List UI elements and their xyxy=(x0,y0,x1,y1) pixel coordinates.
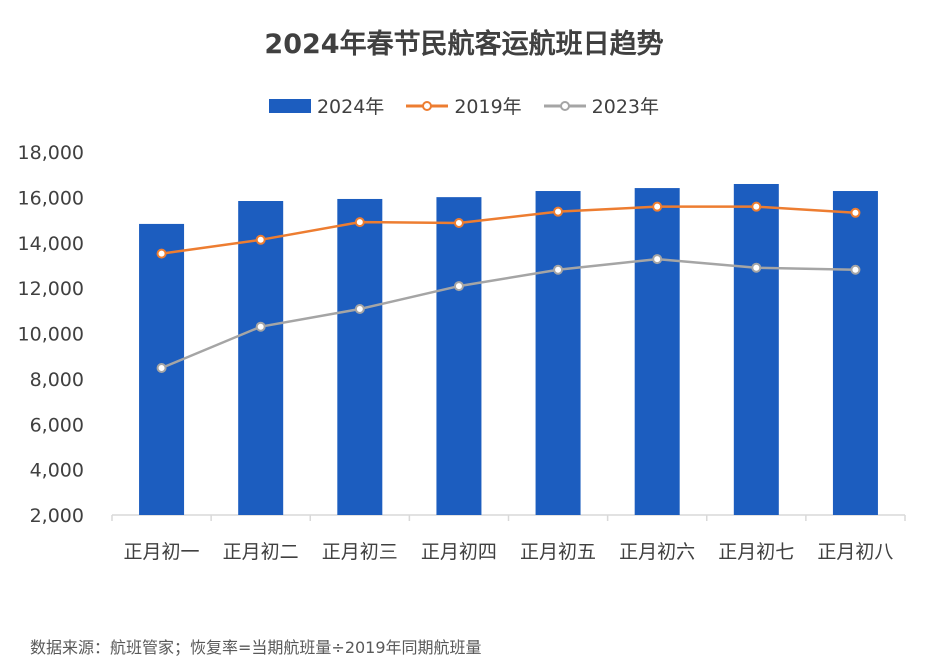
x-tick-label: 正月初四 xyxy=(421,541,497,563)
x-tick-label: 正月初五 xyxy=(520,541,596,563)
x-tick-label: 正月初八 xyxy=(817,541,893,563)
y-tick-label: 4,000 xyxy=(30,460,84,482)
legend: 2024年 2019年 2023年 xyxy=(0,92,928,119)
point-2019年-0 xyxy=(156,248,167,259)
bar-2024年-4 xyxy=(535,191,581,515)
y-tick-label: 14,000 xyxy=(18,233,84,255)
bar-2024年-5 xyxy=(634,188,680,515)
point-2019年-4 xyxy=(553,206,564,217)
point-2023年-6 xyxy=(751,262,762,273)
bar-2024年-7 xyxy=(832,191,878,515)
legend-label: 2023年 xyxy=(591,96,660,118)
legend-label: 2019年 xyxy=(454,96,522,118)
point-2023年-7 xyxy=(850,264,861,275)
chart-title: 2024年春节民航客运航班日趋势 xyxy=(264,29,664,60)
y-tick-label: 2,000 xyxy=(30,505,84,527)
y-tick-label: 8,000 xyxy=(30,369,84,391)
line-2019年 xyxy=(161,205,856,255)
y-tick-label: 18,000 xyxy=(18,142,84,164)
source-note: 数据来源：航班管家；恢复率=当期航班量÷2019年同期航班量 xyxy=(30,638,482,657)
point-2019年-3 xyxy=(453,218,464,229)
point-2023年-0 xyxy=(156,362,167,373)
point-2019年-6 xyxy=(751,201,762,212)
point-2019年-1 xyxy=(255,234,266,245)
legend-bar-swatch xyxy=(268,98,311,113)
point-2019年-2 xyxy=(354,217,365,228)
legend-item-2024: 2024年 xyxy=(268,92,385,119)
y-tick-label: 16,000 xyxy=(18,187,84,209)
x-tick-label: 正月初六 xyxy=(619,541,695,563)
legend-line-swatch xyxy=(543,100,586,111)
y-tick-label: 10,000 xyxy=(18,324,84,346)
point-2023年-4 xyxy=(553,264,564,275)
point-2019年-5 xyxy=(652,201,663,212)
x-tick-label: 正月初二 xyxy=(223,541,299,563)
x-tick-label: 正月初一 xyxy=(124,541,200,563)
bar-2024年-6 xyxy=(733,183,779,515)
legend-line-swatch xyxy=(406,100,449,111)
point-2023年-2 xyxy=(354,303,365,314)
bar-2024年-1 xyxy=(238,201,284,515)
legend-item-2023: 2023年 xyxy=(543,92,660,119)
point-2019年-7 xyxy=(850,207,861,218)
line-2023年 xyxy=(161,257,856,370)
x-tick-label: 正月初七 xyxy=(718,541,794,563)
bar-2024年-3 xyxy=(436,197,482,515)
legend-label: 2024年 xyxy=(316,96,385,118)
point-2023年-1 xyxy=(255,321,266,332)
point-2023年-5 xyxy=(652,254,663,265)
point-2023年-3 xyxy=(453,281,464,292)
legend-item-2019: 2019年 xyxy=(406,92,522,119)
y-tick-label: 6,000 xyxy=(30,414,84,436)
bar-2024年-2 xyxy=(337,198,383,515)
x-tick-label: 正月初三 xyxy=(322,541,398,563)
y-tick-label: 12,000 xyxy=(18,278,84,300)
